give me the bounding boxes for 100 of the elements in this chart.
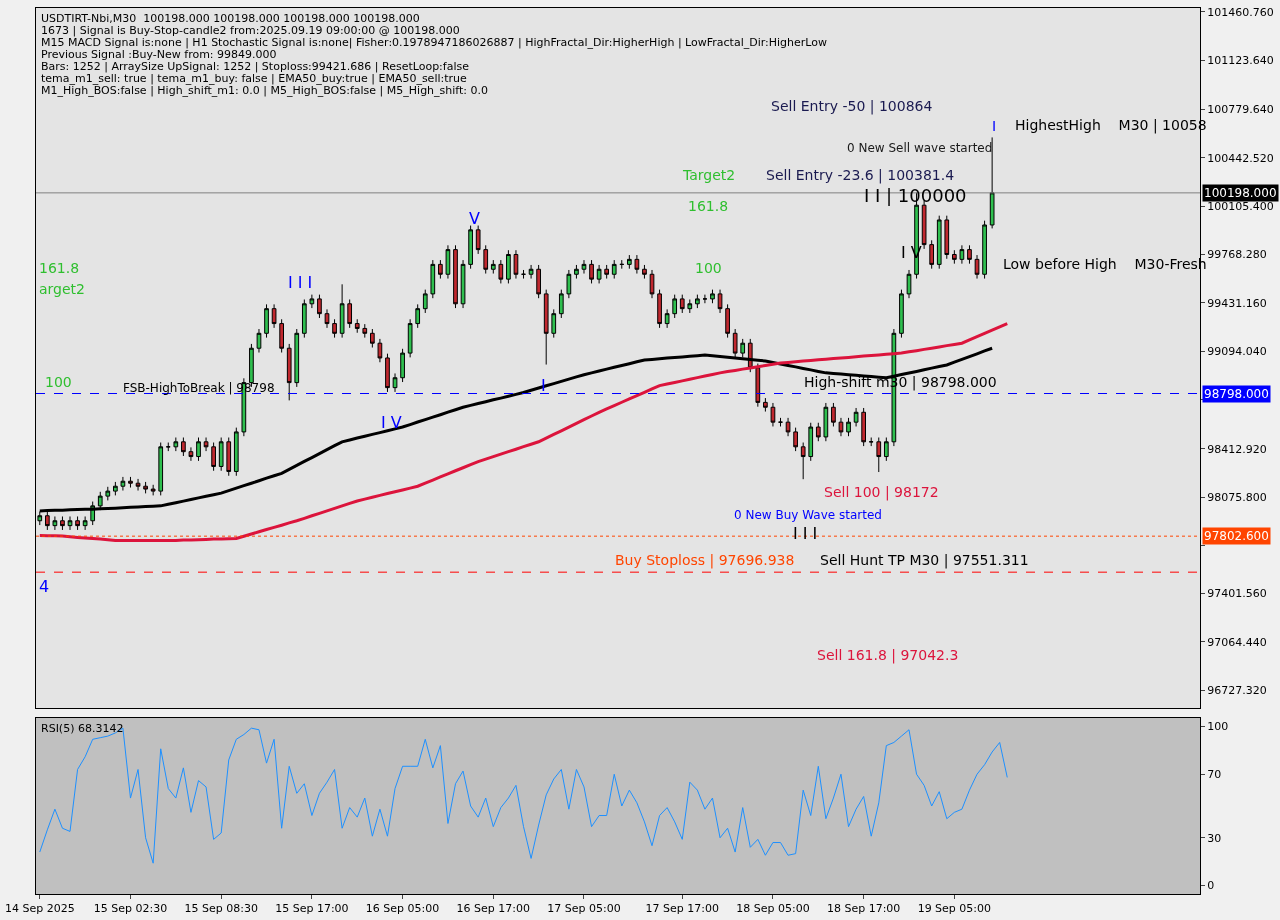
y-tick-label: 98075.800 bbox=[1207, 490, 1267, 504]
candlestick bbox=[506, 249, 511, 284]
candlestick bbox=[158, 442, 164, 496]
candlestick bbox=[105, 486, 111, 501]
candlestick bbox=[853, 407, 859, 427]
candlestick bbox=[196, 437, 201, 462]
candlestick bbox=[377, 338, 383, 363]
candlestick bbox=[226, 437, 232, 477]
candlestick bbox=[861, 407, 866, 447]
y-tick-label: 99431.160 bbox=[1207, 296, 1267, 310]
annotation: Sell Entry -23.6 | 100381.4 bbox=[766, 167, 955, 184]
candlestick bbox=[60, 515, 65, 531]
candlestick bbox=[407, 318, 413, 358]
candlestick bbox=[513, 249, 519, 280]
candlestick bbox=[143, 481, 148, 494]
candlestick bbox=[815, 422, 821, 442]
candlestick bbox=[657, 289, 662, 329]
x-tick-label: 19 Sep 05:00 bbox=[917, 902, 992, 916]
candlestick bbox=[422, 289, 428, 314]
y-tick-label: 97401.560 bbox=[1207, 587, 1267, 601]
y-tick-label: 100779.640 bbox=[1207, 103, 1274, 117]
x-tick-label: 16 Sep 05:00 bbox=[365, 902, 440, 916]
annotation: arget2 bbox=[39, 281, 85, 297]
candlestick bbox=[763, 397, 768, 413]
candlestick bbox=[490, 259, 496, 275]
annotation: tema_m1_sell: true | tema_m1_buy: false | EMA50_buy:true | EMA50_sell:true bbox=[41, 72, 468, 85]
annotation: Target2 bbox=[682, 167, 736, 183]
candlestick bbox=[672, 294, 678, 319]
candlestick bbox=[203, 437, 209, 452]
annotation: Sell 100 | 98172 bbox=[824, 484, 939, 501]
candlestick bbox=[181, 437, 186, 457]
candlestick bbox=[755, 363, 761, 408]
candlestick bbox=[309, 294, 315, 309]
annotation: 161.8 bbox=[39, 260, 80, 276]
y-tick-label: 98412.920 bbox=[1207, 442, 1267, 456]
candlestick bbox=[264, 303, 269, 339]
candlestick bbox=[385, 353, 390, 393]
chart-title: USDTIRT-Nbi,M30 100198.000 100198.000 100198.000 100198.000 bbox=[41, 12, 420, 25]
candlestick bbox=[324, 308, 330, 329]
annotation: I bbox=[541, 376, 546, 395]
candlestick bbox=[370, 328, 375, 348]
candlestick bbox=[498, 259, 504, 284]
candlestick bbox=[649, 269, 655, 299]
annotation: 161.8 bbox=[688, 198, 729, 214]
candlestick bbox=[317, 294, 322, 319]
candlestick bbox=[952, 249, 957, 265]
candlestick bbox=[445, 244, 451, 280]
candlestick bbox=[52, 515, 58, 531]
candlestick bbox=[468, 225, 473, 270]
candlestick bbox=[543, 289, 549, 366]
y-tick-label: 70 bbox=[1207, 768, 1222, 782]
x-tick-label: 18 Sep 17:00 bbox=[826, 902, 901, 916]
candlestick bbox=[936, 215, 942, 270]
candlestick bbox=[808, 422, 814, 462]
candlestick bbox=[558, 289, 564, 319]
annotation: M1_High_BOS:false | High_shift_m1: 0.0 | M5_High_BOS:false | M5_High_shift: 0.0 bbox=[41, 84, 489, 97]
candlestick bbox=[899, 289, 904, 339]
candlestick bbox=[400, 348, 405, 383]
y-tick-label: 99768.280 bbox=[1207, 248, 1267, 262]
candlestick bbox=[604, 264, 610, 280]
candlestick bbox=[778, 417, 783, 427]
x-tick-label: 14 Sep 2025 bbox=[4, 902, 75, 916]
line-series bbox=[38, 322, 1009, 542]
candlestick bbox=[770, 402, 776, 427]
annotation: Previous Signal :Buy-New from: 99849.000 bbox=[41, 48, 277, 61]
candlestick bbox=[430, 259, 436, 299]
y-tick-label: 100105.400 bbox=[1207, 199, 1274, 213]
candlestick bbox=[165, 442, 171, 452]
candlestick bbox=[67, 515, 73, 531]
candlestick bbox=[551, 308, 557, 339]
y-tick-label: 96727.320 bbox=[1207, 684, 1267, 698]
candlestick bbox=[279, 318, 284, 354]
candlestick bbox=[838, 417, 844, 437]
candlestick bbox=[536, 264, 541, 299]
x-tick-label: 15 Sep 08:30 bbox=[184, 902, 258, 916]
candlestick bbox=[687, 298, 693, 314]
candlestick bbox=[301, 298, 307, 339]
candlestick bbox=[679, 294, 685, 314]
candlestick bbox=[664, 308, 670, 329]
candlestick bbox=[453, 244, 458, 309]
candlestick bbox=[929, 239, 935, 270]
candlestick bbox=[574, 264, 579, 280]
candlestick bbox=[438, 259, 443, 280]
annotation: 0 New Sell wave started bbox=[847, 141, 993, 155]
annotation: M15 MACD Signal is:none | H1 Stochastic Signal is:none| Fisher:0.1978947186026887 | HighFractal_Dir:HigherHigh | LowFractal_Dir:HigherLow bbox=[41, 36, 828, 49]
candlestick bbox=[581, 259, 587, 275]
ref-line-label: 100198.000 bbox=[1204, 186, 1277, 200]
candlestick bbox=[823, 402, 829, 442]
candlestick bbox=[294, 328, 300, 388]
annotation: I I | 100000 bbox=[864, 185, 967, 206]
annotation: I V bbox=[381, 413, 402, 432]
y-tick-label: 100 bbox=[1207, 720, 1229, 734]
candlestick bbox=[528, 264, 534, 280]
chart-title: RSI(5) 68.3142 bbox=[41, 722, 124, 735]
annotation: I I I bbox=[288, 273, 313, 292]
y-tick-label: 0 bbox=[1207, 879, 1215, 893]
candlestick bbox=[347, 298, 353, 329]
candlestick bbox=[354, 318, 360, 334]
candlestick bbox=[702, 294, 708, 304]
candlestick bbox=[944, 215, 950, 260]
